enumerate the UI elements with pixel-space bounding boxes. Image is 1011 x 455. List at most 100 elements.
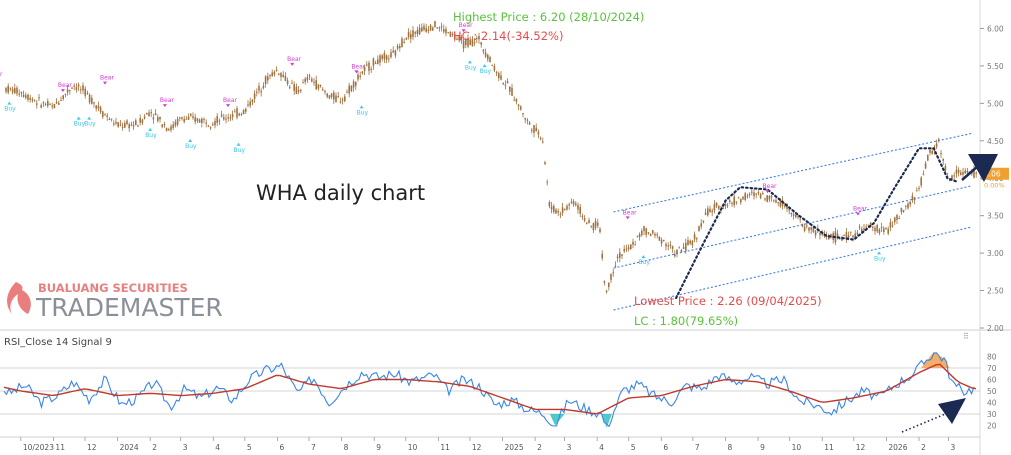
candle-body bbox=[38, 97, 40, 99]
channel-line-upper bbox=[613, 132, 973, 213]
candle-body bbox=[141, 119, 144, 123]
candle-body bbox=[84, 88, 86, 96]
rsi-tick-label: 60 bbox=[987, 376, 997, 385]
candle-body bbox=[955, 169, 958, 174]
candle-body bbox=[847, 235, 850, 238]
candle-body bbox=[718, 205, 720, 209]
buy-signal-label: Buy bbox=[638, 259, 650, 266]
candle-body bbox=[896, 215, 898, 220]
candle-body bbox=[557, 210, 559, 213]
candle-body bbox=[436, 27, 438, 29]
candle-body bbox=[170, 126, 172, 131]
candle-body bbox=[438, 27, 441, 29]
candle-body bbox=[304, 78, 306, 83]
candle-body bbox=[401, 38, 403, 47]
candle-body bbox=[427, 29, 430, 31]
candle-body bbox=[40, 104, 42, 108]
candle-body bbox=[432, 27, 434, 31]
candle-body bbox=[297, 90, 300, 92]
candle-body bbox=[553, 206, 555, 213]
candle-body bbox=[93, 102, 95, 104]
candle-body bbox=[242, 109, 245, 115]
candle-body bbox=[359, 75, 361, 77]
rsi-tick-label: 40 bbox=[987, 399, 997, 408]
buy-signal-marker bbox=[7, 101, 12, 105]
candle-body bbox=[135, 120, 137, 126]
candle-body bbox=[51, 105, 53, 107]
candle-body bbox=[757, 191, 760, 194]
candle-body bbox=[414, 32, 416, 34]
candle-body bbox=[355, 81, 357, 86]
x-tick-label: 11 bbox=[440, 443, 450, 452]
candle-body bbox=[143, 116, 146, 119]
candle-body bbox=[867, 224, 870, 226]
candle-body bbox=[663, 239, 665, 241]
candle-body bbox=[669, 244, 672, 246]
candle-body bbox=[674, 254, 676, 257]
candle-body bbox=[632, 241, 634, 245]
candle-body bbox=[962, 172, 964, 175]
candle-body bbox=[372, 58, 375, 66]
candle-body bbox=[630, 244, 632, 250]
candle-body bbox=[858, 226, 861, 228]
price-tick-label: 2.50 bbox=[987, 287, 1004, 296]
candle-body bbox=[731, 202, 733, 204]
candle-body bbox=[544, 162, 546, 165]
x-tick-label: 7 bbox=[311, 443, 316, 452]
candle-body bbox=[944, 165, 947, 172]
candle-body bbox=[330, 93, 333, 98]
x-tick-label: 10 bbox=[408, 443, 418, 452]
candle-body bbox=[456, 38, 458, 40]
candle-body bbox=[82, 85, 84, 91]
candle-body bbox=[878, 229, 881, 234]
candle-body bbox=[154, 113, 157, 116]
candle-body bbox=[269, 74, 271, 76]
rsi-arrow-head bbox=[938, 398, 966, 424]
candle-body bbox=[218, 120, 221, 122]
candle-body bbox=[753, 192, 755, 197]
bear-signal-marker bbox=[461, 29, 466, 33]
candle-body bbox=[689, 240, 691, 244]
candle-body bbox=[451, 33, 454, 35]
candle-body bbox=[95, 105, 97, 109]
candle-body bbox=[614, 265, 617, 267]
candle-body bbox=[748, 193, 751, 196]
channel-line-lower bbox=[613, 226, 973, 311]
candle-body bbox=[423, 25, 425, 30]
candle-body bbox=[740, 199, 742, 203]
candle-body bbox=[194, 117, 196, 122]
candle-body bbox=[275, 69, 278, 71]
candle-body bbox=[117, 122, 119, 127]
candle-body bbox=[425, 27, 427, 32]
candle-body bbox=[212, 124, 214, 126]
candle-body bbox=[548, 201, 551, 207]
rsi-panel: RSI_Close 14 Signal 9 ⠿ 20 30 40 50 60 70 80 10/2… bbox=[0, 332, 997, 452]
candle-body bbox=[568, 204, 570, 206]
candle-body bbox=[856, 232, 859, 235]
buy-signal-marker bbox=[641, 255, 646, 259]
candle-body bbox=[511, 87, 513, 96]
bear-signal-marker bbox=[162, 104, 167, 108]
candle-body bbox=[392, 50, 394, 53]
candle-body bbox=[128, 124, 130, 129]
candle-body bbox=[746, 195, 749, 197]
candle-body bbox=[394, 50, 397, 56]
candle-body bbox=[361, 71, 364, 74]
candle-body bbox=[960, 172, 962, 175]
candle-body bbox=[513, 99, 515, 101]
bear-signal-label: Bear bbox=[351, 63, 365, 70]
candle-body bbox=[931, 150, 933, 155]
candle-body bbox=[9, 87, 12, 89]
candle-body bbox=[20, 92, 23, 94]
candle-body bbox=[874, 227, 876, 232]
candle-body bbox=[570, 201, 573, 203]
candle-body bbox=[47, 100, 49, 106]
candle-body bbox=[515, 98, 518, 102]
candle-body bbox=[704, 212, 707, 215]
candle-body bbox=[405, 38, 408, 40]
x-tick-label: 9 bbox=[760, 443, 765, 452]
candle-body bbox=[957, 169, 960, 173]
candle-body bbox=[645, 228, 647, 235]
candle-body bbox=[949, 179, 951, 182]
candle-body bbox=[201, 118, 203, 124]
